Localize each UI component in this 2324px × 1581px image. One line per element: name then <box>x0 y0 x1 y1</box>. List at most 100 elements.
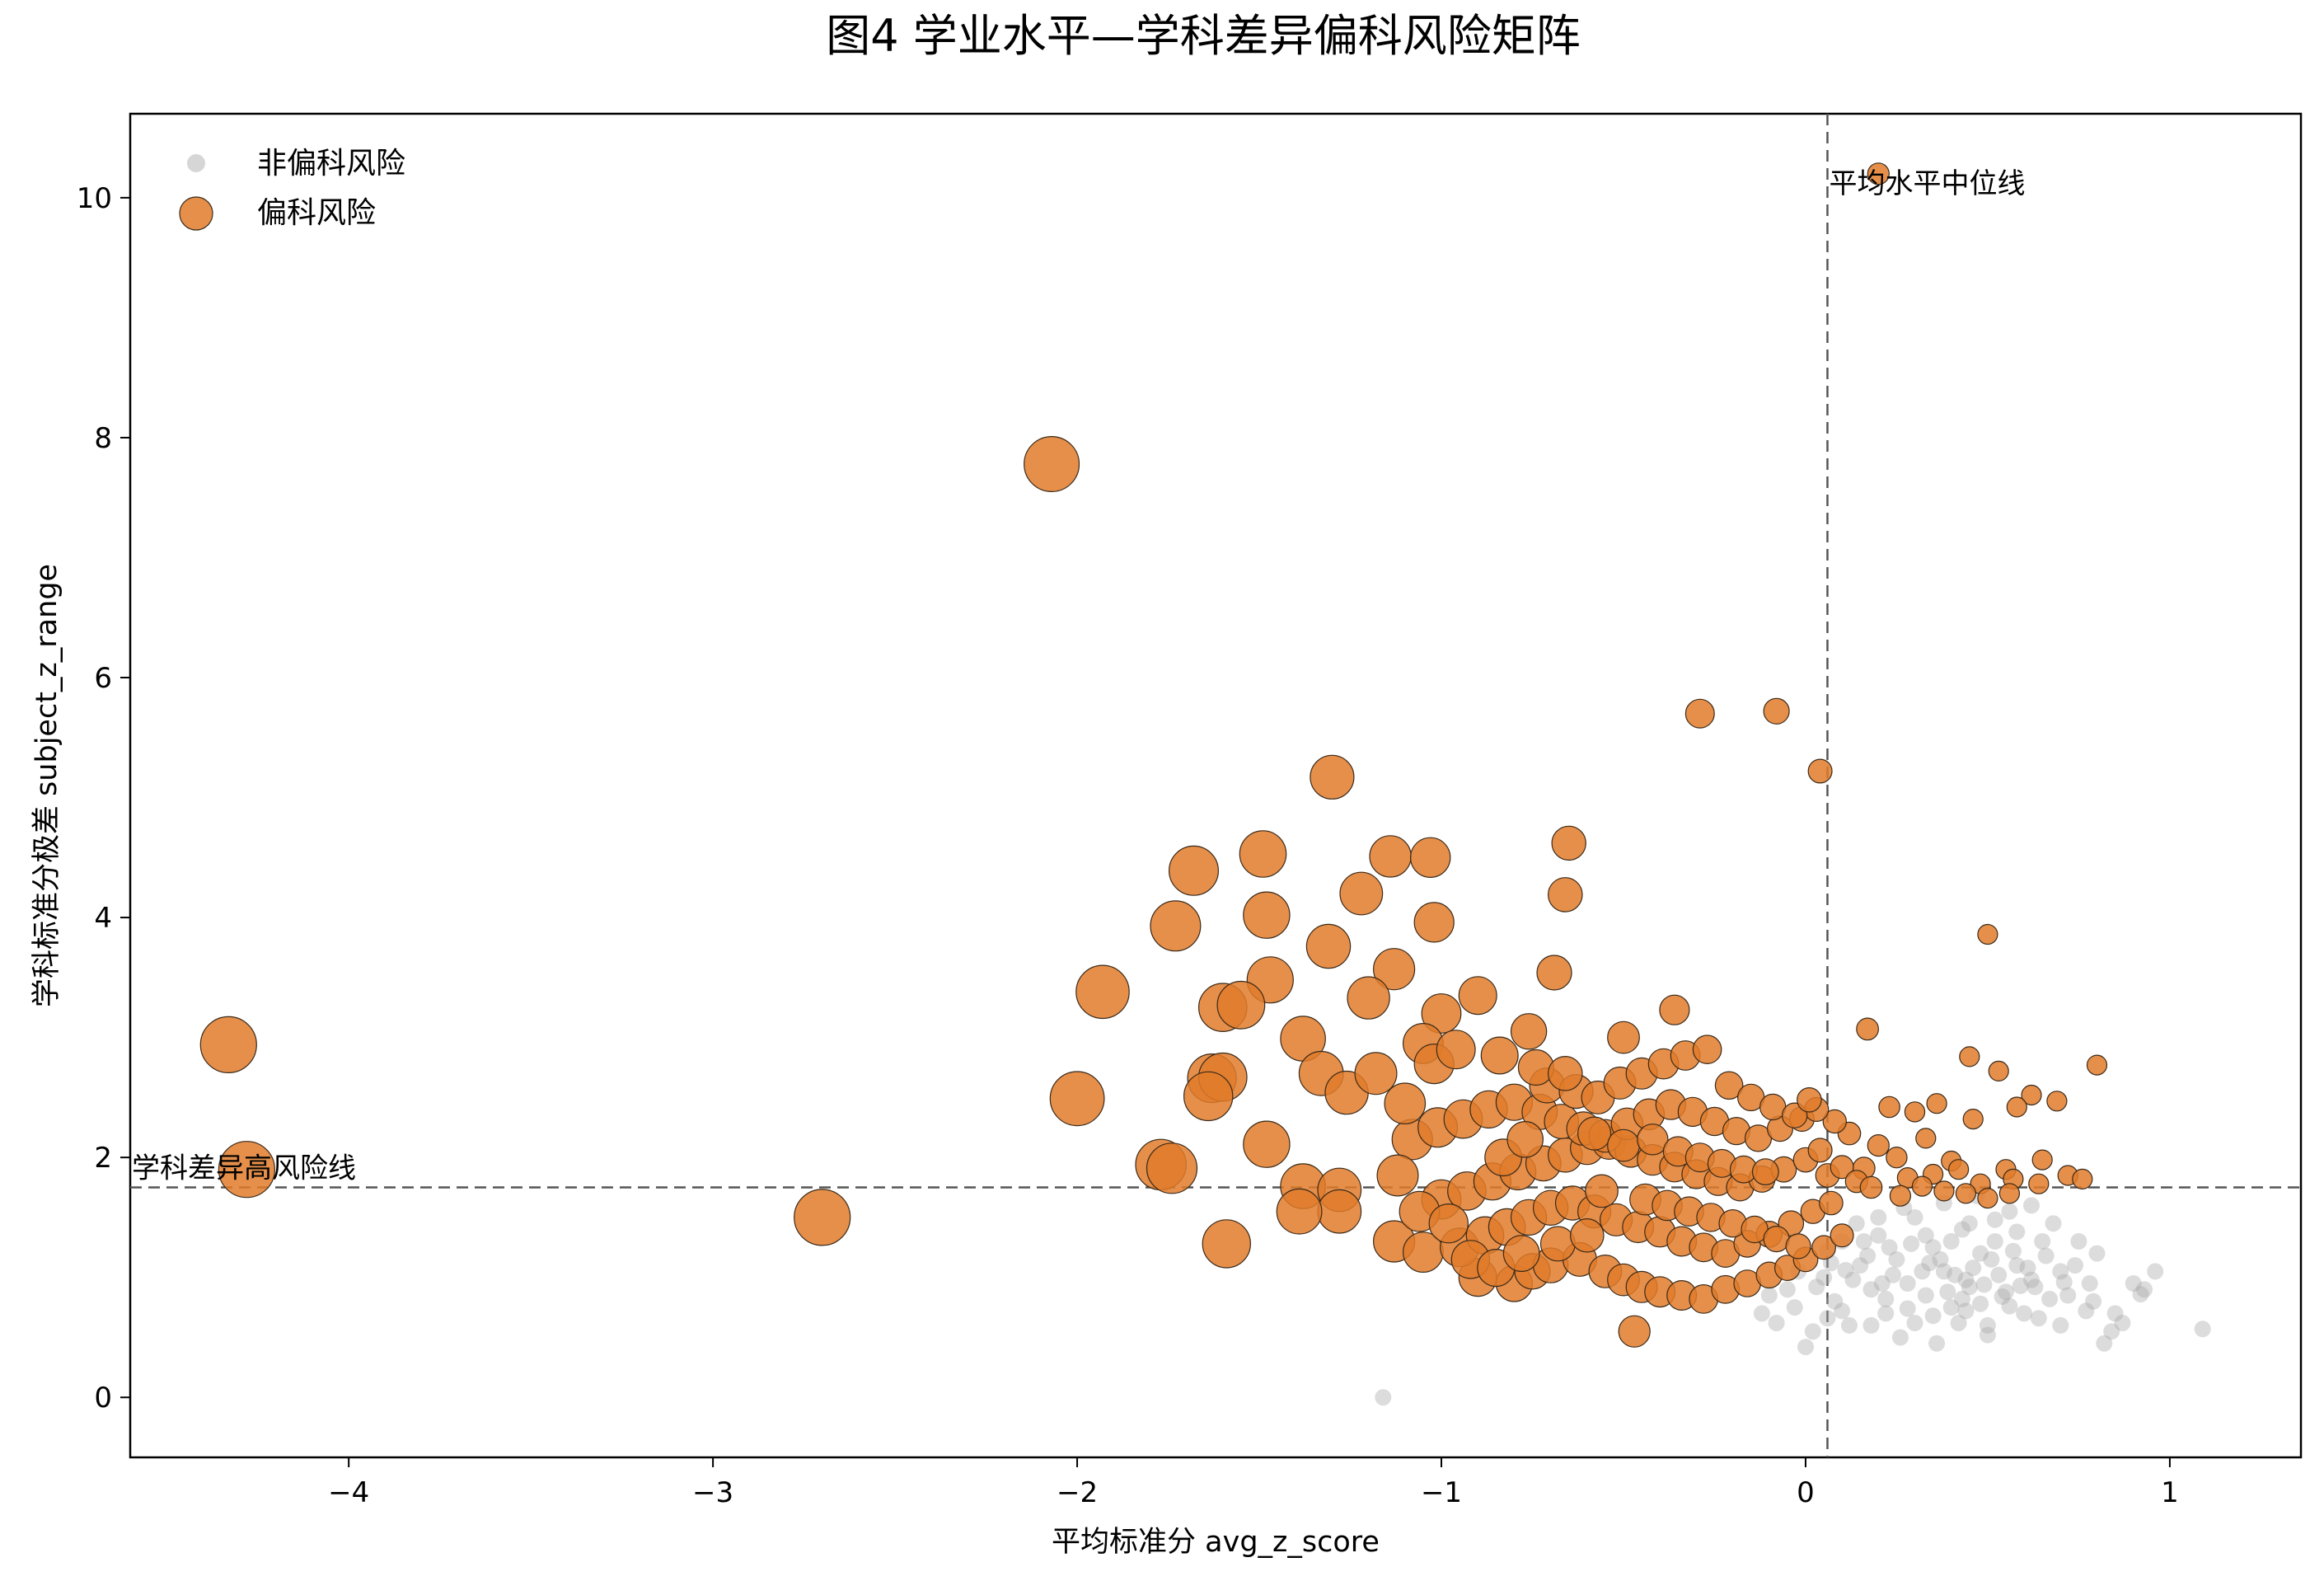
non-risk-point <box>2067 1257 2083 1274</box>
non-risk-point <box>1855 1233 1872 1250</box>
non-risk-point <box>2045 1215 2062 1232</box>
risk-point <box>1049 1071 1105 1127</box>
risk-point <box>1536 955 1572 991</box>
non-risk-point <box>2012 1277 2029 1294</box>
non-risk-point <box>1808 1278 1825 1296</box>
risk-point <box>1585 1174 1619 1208</box>
non-risk-point <box>1899 1275 1916 1292</box>
y-tick-label: 10 <box>77 182 112 215</box>
risk-point <box>1517 1049 1555 1086</box>
risk-point <box>1998 1183 2020 1204</box>
non-risk-point <box>1983 1250 2000 1268</box>
risk-point <box>1510 1013 1548 1050</box>
risk-point <box>1977 923 1998 945</box>
non-risk-point <box>1859 1247 1877 1264</box>
risk-point <box>1856 1017 1880 1041</box>
risk-point <box>1146 1142 1198 1194</box>
non-risk-point <box>2026 1278 2044 1296</box>
non-risk-point <box>1975 1276 1993 1293</box>
risk-point <box>1339 871 1384 916</box>
risk-point <box>1216 980 1266 1030</box>
risk-point <box>1372 948 1416 991</box>
risk-point <box>1763 697 1790 725</box>
non-risk-point <box>1837 1262 1854 1278</box>
non-risk-point <box>1935 1263 1952 1280</box>
non-risk-point <box>1834 1302 1851 1320</box>
risk-point <box>1807 758 1833 784</box>
risk-point <box>1384 1082 1427 1125</box>
risk-point <box>1659 994 1690 1025</box>
risk-point <box>1637 1124 1669 1156</box>
non-risk-point <box>1870 1227 1887 1244</box>
median-line-label: 平均水平中位线 <box>1829 167 2025 200</box>
non-risk-point <box>1786 1299 1803 1316</box>
non-risk-point <box>2088 1245 2106 1262</box>
non-risk-point <box>2085 1292 2102 1310</box>
non-risk-point <box>1816 1269 1833 1286</box>
risk-point <box>1867 1133 1890 1157</box>
risk-point <box>1539 1226 1576 1262</box>
non-risk-point <box>1994 1288 2011 1305</box>
risk-point <box>2086 1054 2108 1076</box>
non-risk-point <box>1924 1307 1942 1325</box>
risk-point <box>1310 754 1355 800</box>
non-risk-point <box>1841 1316 1858 1334</box>
risk-point <box>1714 1071 1744 1100</box>
risk-point <box>1168 845 1219 896</box>
non-risk-point <box>2030 1310 2047 1327</box>
risk-line-label: 学科差异高风险线 <box>132 1152 356 1185</box>
y-tick-label: 2 <box>94 1142 112 1175</box>
risk-point <box>1819 1190 1844 1216</box>
risk-point <box>199 1016 257 1074</box>
non-risk-point <box>2023 1271 2040 1288</box>
y-tick-label: 0 <box>94 1382 112 1414</box>
non-risk-point <box>1961 1278 1978 1296</box>
non-risk-point <box>1862 1281 1880 1298</box>
risk-point <box>1458 976 1497 1016</box>
risk-point <box>1436 1030 1476 1070</box>
non-risk-point <box>1957 1302 1975 1320</box>
non-risk-point <box>2096 1335 2113 1352</box>
risk-point <box>1502 1235 1540 1272</box>
reference-lines <box>130 114 2301 1457</box>
risk-point <box>1239 830 1287 878</box>
non-risk-point <box>1972 1245 1989 1262</box>
non-risk-point <box>2136 1281 2153 1298</box>
non-risk-point <box>2004 1242 2022 1260</box>
non-risk-point <box>2103 1323 2120 1340</box>
risk-point <box>1915 1128 1937 1149</box>
non-risk-point <box>1961 1215 1978 1232</box>
non-risk-point <box>2078 1302 2095 1320</box>
non-risk-point <box>1852 1257 1869 1274</box>
non-risk-point <box>1917 1227 1934 1244</box>
risk-point <box>1577 1116 1612 1151</box>
non-risk-point <box>1899 1300 1916 1317</box>
risk-point <box>1933 1180 1955 1202</box>
risk-point <box>1988 1060 2009 1082</box>
legend-marker-risk <box>179 196 213 231</box>
non-risk-point <box>1921 1255 1938 1272</box>
risk-point <box>2031 1149 2053 1171</box>
non-risk-point <box>2194 1321 2211 1338</box>
risk-point <box>1889 1185 1911 1207</box>
risk-point <box>1354 1052 1398 1095</box>
risk-point <box>1024 435 1080 492</box>
non-risk-point <box>2016 1305 2033 1322</box>
non-risk-point <box>1877 1290 1895 1307</box>
risk-point <box>1183 1071 1234 1122</box>
non-risk-point <box>1778 1281 1796 1298</box>
non-risk-point <box>1939 1283 1956 1301</box>
risk-point <box>1904 1101 1926 1123</box>
risk-point <box>1948 1159 1970 1180</box>
non-risk-point <box>1768 1315 1785 1331</box>
non-risk-point <box>2037 1247 2055 1264</box>
non-risk-point <box>1928 1335 1946 1352</box>
scatter-points <box>199 162 2211 1406</box>
non-risk-point <box>2059 1287 2077 1304</box>
non-risk-point <box>1942 1299 1960 1316</box>
non-risk-point <box>1957 1271 1975 1288</box>
risk-point <box>1369 835 1412 878</box>
non-risk-point <box>1954 1290 1970 1307</box>
